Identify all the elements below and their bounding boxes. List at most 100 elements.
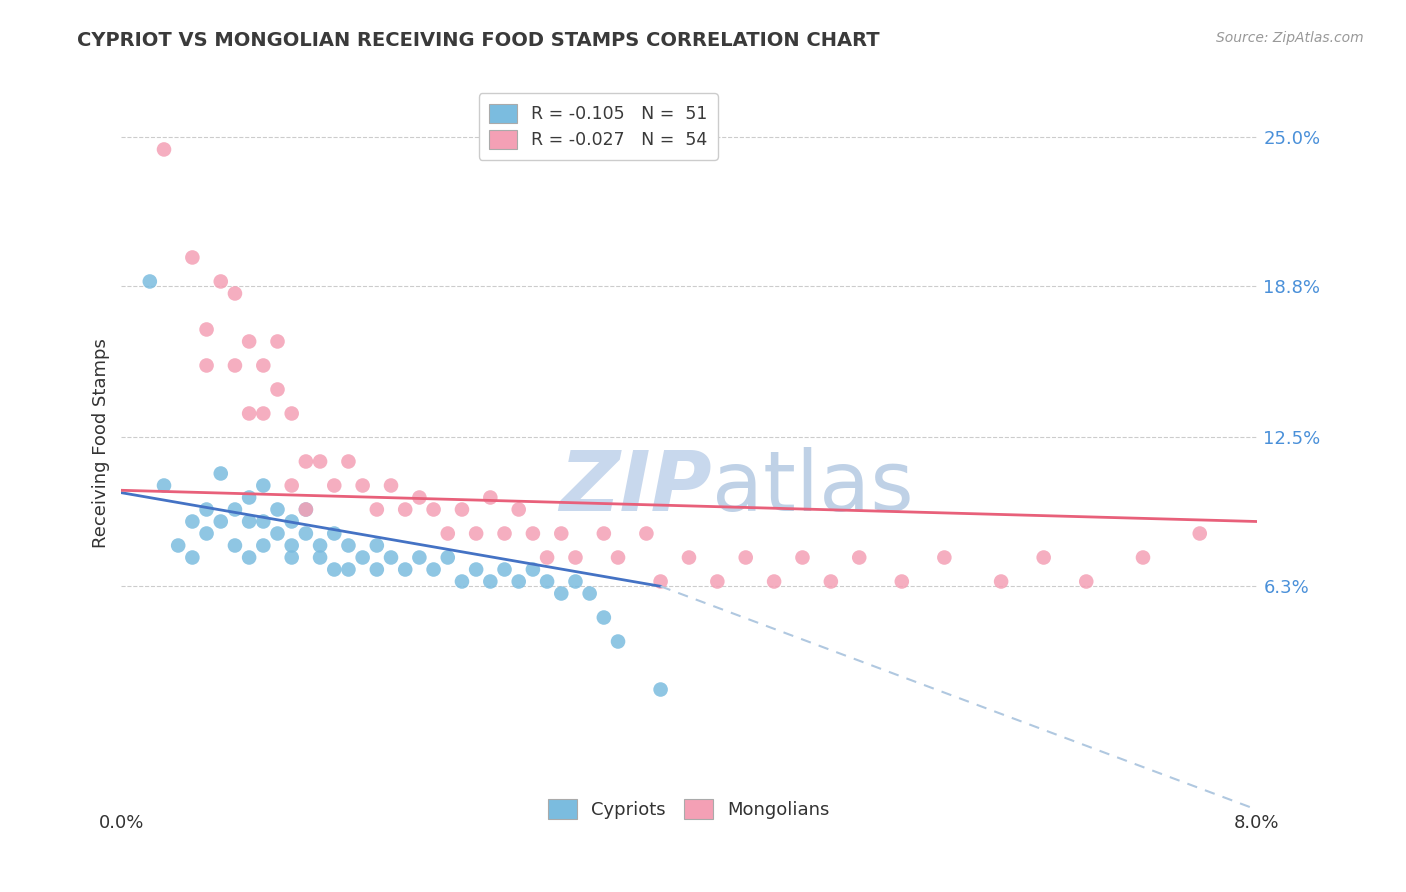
Point [508, 574, 530, 589]
Point [451, 574, 474, 589]
Point [266, 502, 288, 516]
Point [422, 502, 444, 516]
Point [494, 562, 516, 576]
Point [607, 550, 630, 565]
Point [238, 334, 260, 349]
Point [550, 526, 572, 541]
Point [280, 515, 302, 529]
Point [408, 550, 430, 565]
Point [280, 550, 302, 565]
Point [295, 454, 318, 468]
Point [252, 478, 274, 492]
Point [238, 407, 260, 421]
Point [139, 275, 162, 289]
Point [636, 526, 658, 541]
Point [479, 574, 502, 589]
Point [295, 526, 318, 541]
Legend: Cypriots, Mongolians: Cypriots, Mongolians [537, 789, 841, 830]
Point [252, 359, 274, 373]
Point [366, 539, 388, 553]
Point [465, 526, 488, 541]
Point [224, 359, 246, 373]
Point [763, 574, 786, 589]
Point [323, 478, 346, 492]
Point [195, 502, 218, 516]
Point [408, 491, 430, 505]
Point [209, 515, 232, 529]
Point [224, 286, 246, 301]
Point [252, 515, 274, 529]
Point [536, 574, 558, 589]
Point [494, 526, 516, 541]
Point [266, 526, 288, 541]
Point [295, 502, 318, 516]
Point [564, 574, 586, 589]
Point [436, 526, 458, 541]
Point [323, 562, 346, 576]
Point [280, 539, 302, 553]
Point [380, 478, 402, 492]
Point [1188, 526, 1211, 541]
Point [607, 634, 630, 648]
Point [734, 550, 756, 565]
Point [153, 478, 176, 492]
Point [592, 526, 614, 541]
Point [522, 526, 544, 541]
Point [337, 454, 360, 468]
Point [508, 502, 530, 516]
Point [181, 515, 204, 529]
Point [309, 454, 332, 468]
Point [1032, 550, 1054, 565]
Point [252, 407, 274, 421]
Point [678, 550, 700, 565]
Point [650, 682, 672, 697]
Point [153, 143, 176, 157]
Point [650, 574, 672, 589]
Point [195, 359, 218, 373]
Point [224, 539, 246, 553]
Point [337, 539, 360, 553]
Point [820, 574, 842, 589]
Point [238, 550, 260, 565]
Point [422, 562, 444, 576]
Point [550, 586, 572, 600]
Point [366, 562, 388, 576]
Point [564, 550, 586, 565]
Text: ZIP: ZIP [560, 447, 711, 528]
Point [295, 502, 318, 516]
Point [195, 526, 218, 541]
Point [578, 586, 600, 600]
Point [436, 550, 458, 565]
Point [522, 562, 544, 576]
Point [266, 383, 288, 397]
Point [479, 491, 502, 505]
Point [848, 550, 870, 565]
Point [394, 502, 416, 516]
Point [934, 550, 956, 565]
Point [451, 502, 474, 516]
Point [465, 562, 488, 576]
Text: Source: ZipAtlas.com: Source: ZipAtlas.com [1216, 31, 1364, 45]
Point [323, 526, 346, 541]
Text: CYPRIOT VS MONGOLIAN RECEIVING FOOD STAMPS CORRELATION CHART: CYPRIOT VS MONGOLIAN RECEIVING FOOD STAM… [77, 31, 880, 50]
Point [706, 574, 728, 589]
Point [280, 478, 302, 492]
Point [266, 334, 288, 349]
Point [1132, 550, 1154, 565]
Text: atlas: atlas [711, 447, 914, 528]
Point [352, 478, 374, 492]
Y-axis label: Receiving Food Stamps: Receiving Food Stamps [93, 339, 110, 549]
Point [181, 251, 204, 265]
Point [592, 610, 614, 624]
Point [195, 322, 218, 336]
Point [1076, 574, 1098, 589]
Point [366, 502, 388, 516]
Point [252, 539, 274, 553]
Point [238, 515, 260, 529]
Point [209, 467, 232, 481]
Point [792, 550, 814, 565]
Point [309, 539, 332, 553]
Point [394, 562, 416, 576]
Point [181, 550, 204, 565]
Point [380, 550, 402, 565]
